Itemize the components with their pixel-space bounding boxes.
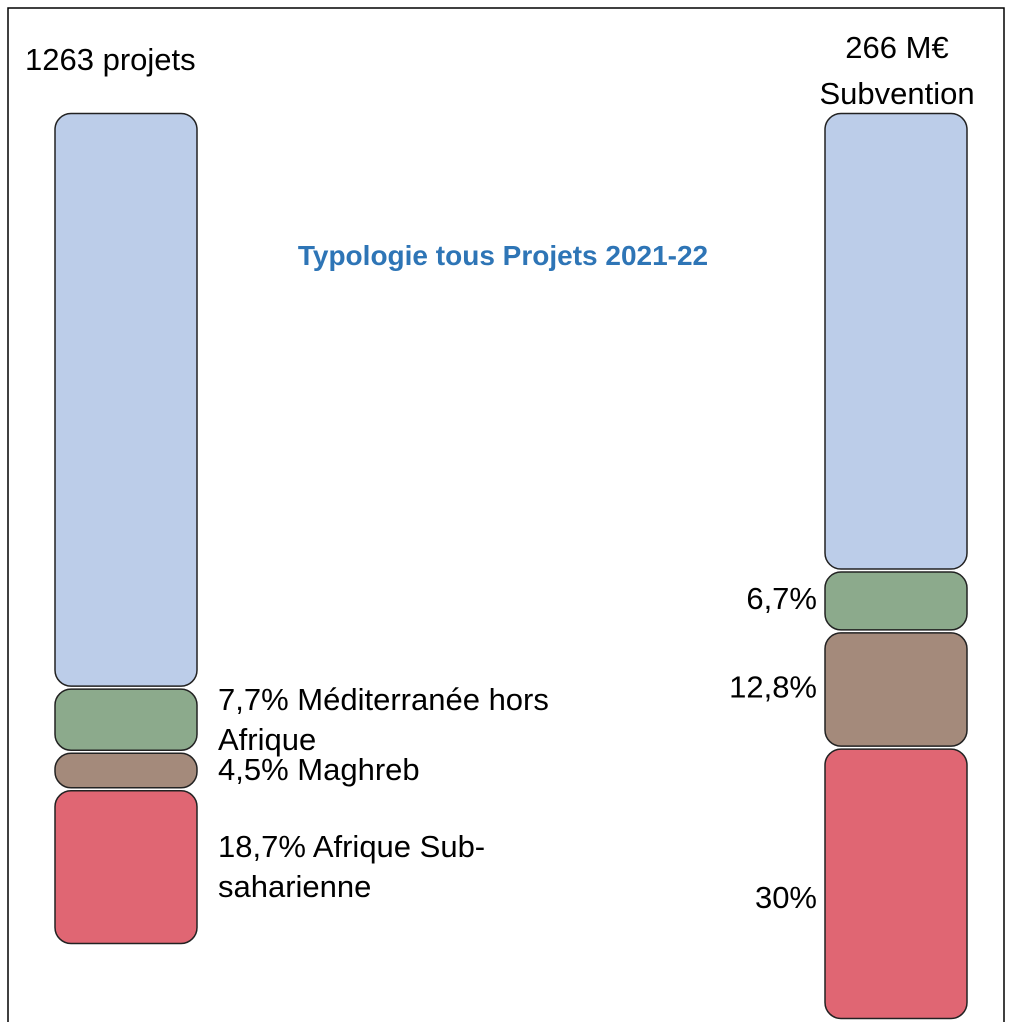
legend-label: Méditerranée hors Afrique (218, 681, 549, 757)
value-label: 7,7% (218, 681, 289, 717)
value-label: 30% (755, 880, 817, 915)
segment-label: 7,7% Méditerranée hors Afrique (218, 680, 598, 760)
legend-label: Afrique Sub-saharienne (218, 829, 486, 905)
bar-segment (824, 748, 968, 1020)
bar-segment (824, 571, 968, 631)
value-label: 6,7% (746, 581, 817, 616)
segment-label: 18,7% Afrique Sub-saharienne (218, 827, 598, 907)
category-label: 1263 projets (25, 42, 196, 77)
bar-segment (54, 688, 198, 751)
bar-segment (824, 632, 968, 747)
legend-label: Maghreb (297, 752, 420, 788)
segment-label: 4,5% Maghreb (218, 750, 598, 790)
value-label: 12,8% (729, 670, 817, 705)
category-label: 266 M€ Subvention (819, 30, 975, 111)
bar-segment (54, 789, 198, 945)
bar-segment (824, 112, 968, 570)
value-label: 4,5% (218, 752, 289, 788)
chart-title: Typologie tous Projets 2021-22 (297, 240, 709, 271)
value-label: 18,7% (218, 829, 306, 865)
bar-segment (54, 112, 198, 687)
bar-segment (54, 752, 198, 789)
frame (7, 7, 1005, 1022)
